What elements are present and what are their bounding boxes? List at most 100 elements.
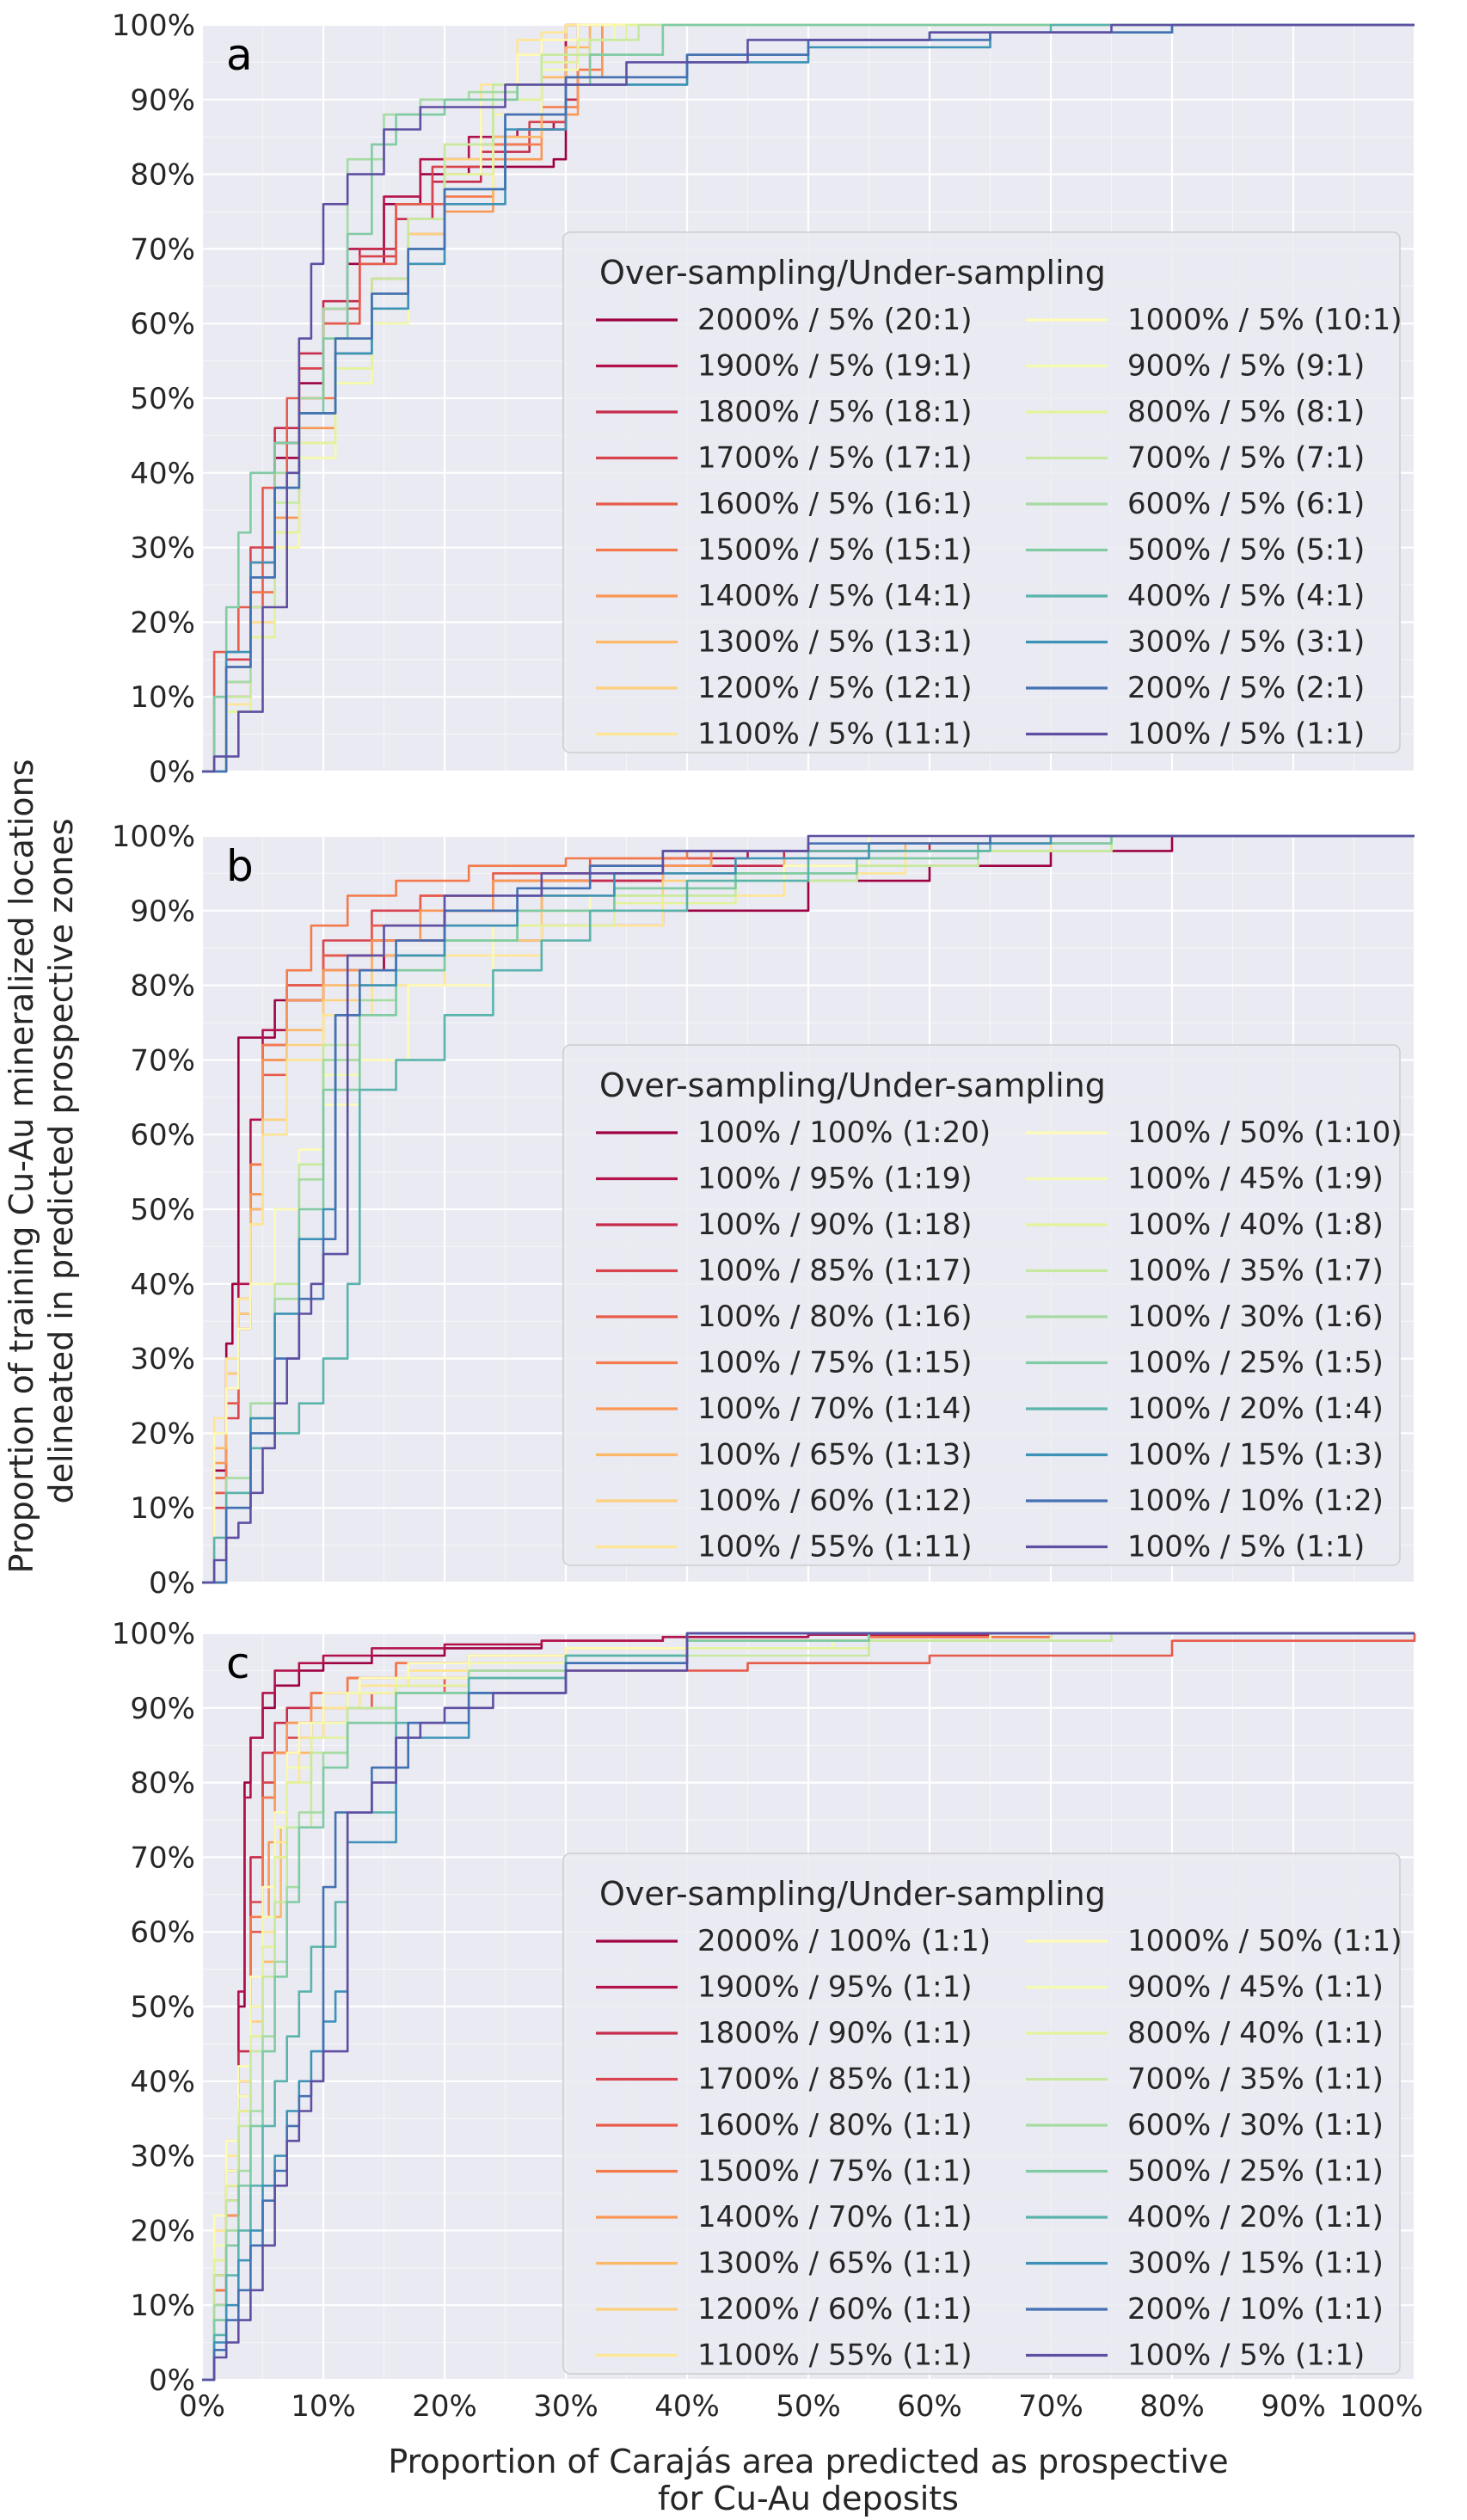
y-tick-label: 0% (149, 2363, 195, 2398)
legend-entry-label: 100% / 20% (1:4) (1127, 1392, 1384, 1426)
y-tick-label: 60% (130, 307, 195, 341)
x-tick-label: 50% (776, 2389, 841, 2424)
legend-entry-label: 300% / 5% (3:1) (1127, 625, 1365, 660)
legend-entry-label: 200% / 5% (2:1) (1127, 671, 1365, 705)
y-tick-label: 50% (130, 382, 195, 416)
legend-entry-label: 900% / 45% (1:1) (1127, 1970, 1384, 2005)
legend-entry-label: 100% / 75% (1:15) (697, 1346, 973, 1380)
series-line (202, 834, 1415, 1584)
y-axis-title-line1: Proportion of training Cu-Au mineralized… (3, 759, 40, 1574)
y-tick-label: 20% (130, 1417, 195, 1451)
legend-entry-label: 1700% / 85% (1:1) (697, 2062, 973, 2097)
legend-entry-label: 100% / 90% (1:18) (697, 1208, 973, 1242)
legend-entry-label: 100% / 25% (1:5) (1127, 1346, 1384, 1380)
y-tick-label: 30% (130, 532, 195, 566)
y-tick-label: 20% (130, 2214, 195, 2248)
legend-entry-label: 100% / 60% (1:12) (697, 1484, 973, 1518)
y-tick-label: 80% (130, 1767, 195, 1801)
legend-entry-label: 100% / 55% (1:11) (697, 1530, 973, 1564)
y-tick-label: 20% (130, 605, 195, 640)
legend-entry-label: 600% / 30% (1:1) (1127, 2108, 1384, 2142)
y-tick-label: 80% (130, 158, 195, 193)
legend-entry-label: 1000% / 50% (1:1) (1127, 1924, 1403, 1958)
legend-entry-label: 300% / 15% (1:1) (1127, 2246, 1384, 2281)
legend-entry-label: 100% / 95% (1:19) (697, 1162, 973, 1196)
x-tick-label: 10% (291, 2389, 356, 2424)
y-tick-label: 100% (112, 1617, 195, 1651)
series-line (202, 23, 1415, 773)
y-tick-label: 30% (130, 2140, 195, 2174)
legend-entry-label: 1100% / 5% (11:1) (697, 717, 973, 752)
legend-entry-label: 800% / 40% (1:1) (1127, 2016, 1384, 2050)
y-tick-label: 0% (149, 755, 195, 790)
legend-entry-label: 1400% / 70% (1:1) (697, 2200, 973, 2234)
y-axis-title: Proportion of training Cu-Au mineralized… (3, 748, 80, 1573)
panel-letter: b (226, 841, 254, 891)
legend-entry-label: 100% / 85% (1:17) (697, 1254, 973, 1288)
y-tick-label: 10% (130, 680, 195, 715)
y-tick-label: 90% (130, 83, 195, 118)
x-tick-label: 100% (1340, 2389, 1423, 2424)
x-tick-label: 0% (179, 2389, 225, 2424)
legend-title: Over-sampling/Under-sampling (599, 1066, 1106, 1104)
panel-b: 0% 10% 20% 30% 40% 50% 60% 70% 80% 90% 100% b Over-s… (112, 820, 1416, 1601)
legend-entry-label: 1800% / 5% (18:1) (697, 395, 973, 429)
legend-entry-label: 1000% / 5% (10:1) (1127, 303, 1403, 337)
legend-entry-label: 100% / 50% (1:10) (1127, 1116, 1403, 1150)
x-tick-label: 20% (412, 2389, 477, 2424)
legend-entry-label: 1200% / 5% (12:1) (697, 671, 973, 705)
legend-entry-label: 500% / 5% (5:1) (1127, 533, 1365, 568)
legend-entry-label: 1600% / 80% (1:1) (697, 2108, 973, 2142)
legend-entry-label: 900% / 5% (9:1) (1127, 349, 1365, 384)
panel-c: 0% 10% 20% 30% 40% 50% 60% 70% 80% 90% 100% 0% 10% 20… (112, 1617, 1423, 2424)
x-axis-title-line2: for Cu-Au deposits (658, 2480, 959, 2517)
y-tick-label: 50% (130, 1193, 195, 1227)
legend-entry-label: 1100% / 55% (1:1) (697, 2339, 973, 2373)
legend-entry-label: 1500% / 5% (15:1) (697, 533, 973, 568)
legend-entry-label: 100% / 5% (1:1) (1127, 1530, 1365, 1564)
legend-entry-label: 100% / 5% (1:1) (1127, 717, 1365, 752)
legend-box (562, 1044, 1401, 1566)
y-tick-label: 40% (130, 457, 195, 491)
x-tick-label: 80% (1139, 2389, 1205, 2424)
legend-entry-label: 1900% / 95% (1:1) (697, 1970, 973, 2005)
legend-entry-label: 100% / 65% (1:13) (697, 1438, 973, 1472)
legend-entry-label: 1900% / 5% (19:1) (697, 349, 973, 384)
x-tick-label: 60% (897, 2389, 962, 2424)
y-tick-label: 50% (130, 1990, 195, 2025)
y-tick-label: 60% (130, 1915, 195, 1950)
x-tick-label: 30% (533, 2389, 598, 2424)
legend-entry-label: 200% / 10% (1:1) (1127, 2292, 1384, 2326)
y-tick-label: 0% (149, 1566, 195, 1601)
legend-entry-label: 1400% / 5% (14:1) (697, 579, 973, 613)
legend-box (562, 1853, 1401, 2375)
y-tick-label: 100% (112, 820, 195, 854)
legend-entry-label: 700% / 5% (7:1) (1127, 441, 1365, 476)
legend-entry-label: 500% / 25% (1:1) (1127, 2154, 1384, 2189)
legend-entry-label: 1800% / 90% (1:1) (697, 2016, 973, 2050)
y-axis-title-line2: delineated in predicted prospective zone… (42, 818, 80, 1503)
y-tick-label: 10% (130, 1491, 195, 1526)
legend-entry-label: 100% / 45% (1:9) (1127, 1162, 1384, 1196)
series-line (202, 23, 1415, 773)
legend-entry-label: 100% / 10% (1:2) (1127, 1484, 1384, 1518)
legend-entry-label: 600% / 5% (6:1) (1127, 487, 1365, 521)
legend-entry-label: 700% / 35% (1:1) (1127, 2062, 1384, 2097)
y-tick-label: 60% (130, 1118, 195, 1152)
x-axis-title-line1: Proportion of Carajás area predicted as … (388, 2443, 1228, 2480)
series-line (202, 1632, 1415, 2382)
legend-entry-label: 2000% / 5% (20:1) (697, 303, 973, 337)
legend-title: Over-sampling/Under-sampling (599, 1875, 1106, 1913)
legend-entry-label: 2000% / 100% (1:1) (697, 1924, 991, 1958)
y-tick-label: 40% (130, 1268, 195, 1302)
y-tick-label: 70% (130, 232, 195, 267)
legend-entry-label: 100% / 5% (1:1) (1127, 2339, 1365, 2373)
legend-entry-label: 100% / 35% (1:7) (1127, 1254, 1384, 1288)
legend-entry-label: 400% / 20% (1:1) (1127, 2200, 1384, 2234)
legend-title: Over-sampling/Under-sampling (599, 254, 1106, 292)
x-tick-label: 40% (654, 2389, 720, 2424)
panel-a: 0% 10% 20% 30% 40% 50% 60% 70% 80% 90% 100% a Over-s… (112, 9, 1416, 790)
legend-entry-label: 1300% / 65% (1:1) (697, 2246, 973, 2281)
legend-entry-label: 100% / 15% (1:3) (1127, 1438, 1384, 1472)
